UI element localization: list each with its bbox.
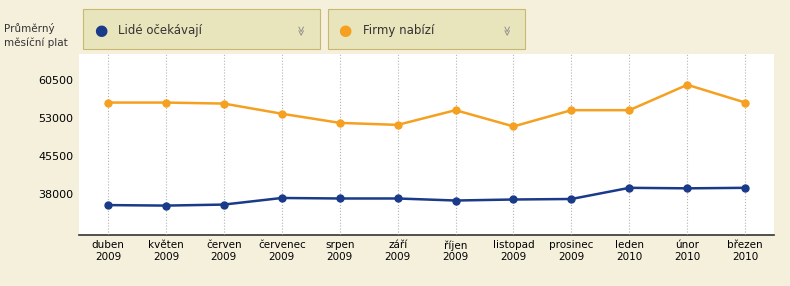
Text: ●: ●: [94, 23, 107, 37]
Text: ≫: ≫: [295, 25, 305, 35]
Text: ≫: ≫: [501, 25, 510, 35]
Text: Firmy nabízí: Firmy nabízí: [363, 23, 435, 37]
Text: Lidé očekávají: Lidé očekávají: [118, 23, 202, 37]
Text: Průměrný
měsíční plat: Průměrný měsíční plat: [4, 23, 68, 48]
Text: ●: ●: [339, 23, 352, 37]
